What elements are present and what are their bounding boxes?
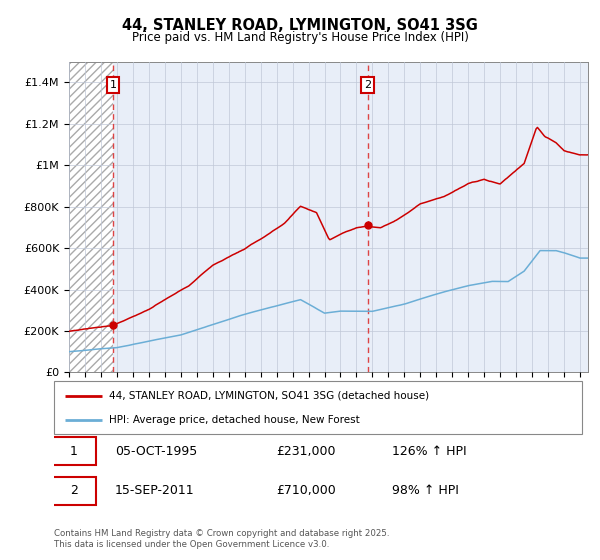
- FancyBboxPatch shape: [52, 477, 96, 505]
- Text: Contains HM Land Registry data © Crown copyright and database right 2025.
This d: Contains HM Land Registry data © Crown c…: [54, 529, 389, 549]
- FancyBboxPatch shape: [52, 437, 96, 465]
- Text: 98% ↑ HPI: 98% ↑ HPI: [392, 484, 459, 497]
- Text: 2: 2: [364, 80, 371, 90]
- Text: 2: 2: [70, 484, 78, 497]
- Text: 44, STANLEY ROAD, LYMINGTON, SO41 3SG: 44, STANLEY ROAD, LYMINGTON, SO41 3SG: [122, 18, 478, 33]
- Text: £231,000: £231,000: [276, 445, 335, 458]
- Bar: [69, 62, 113, 372]
- Text: 44, STANLEY ROAD, LYMINGTON, SO41 3SG (detached house): 44, STANLEY ROAD, LYMINGTON, SO41 3SG (d…: [109, 391, 430, 401]
- Text: HPI: Average price, detached house, New Forest: HPI: Average price, detached house, New …: [109, 415, 360, 425]
- Text: 1: 1: [70, 445, 78, 458]
- Bar: [69, 62, 113, 372]
- FancyBboxPatch shape: [54, 381, 582, 434]
- Text: 1: 1: [109, 80, 116, 90]
- Text: 05-OCT-1995: 05-OCT-1995: [115, 445, 197, 458]
- Text: 126% ↑ HPI: 126% ↑ HPI: [392, 445, 467, 458]
- Text: £710,000: £710,000: [276, 484, 335, 497]
- Text: Price paid vs. HM Land Registry's House Price Index (HPI): Price paid vs. HM Land Registry's House …: [131, 31, 469, 44]
- Text: 15-SEP-2011: 15-SEP-2011: [115, 484, 194, 497]
